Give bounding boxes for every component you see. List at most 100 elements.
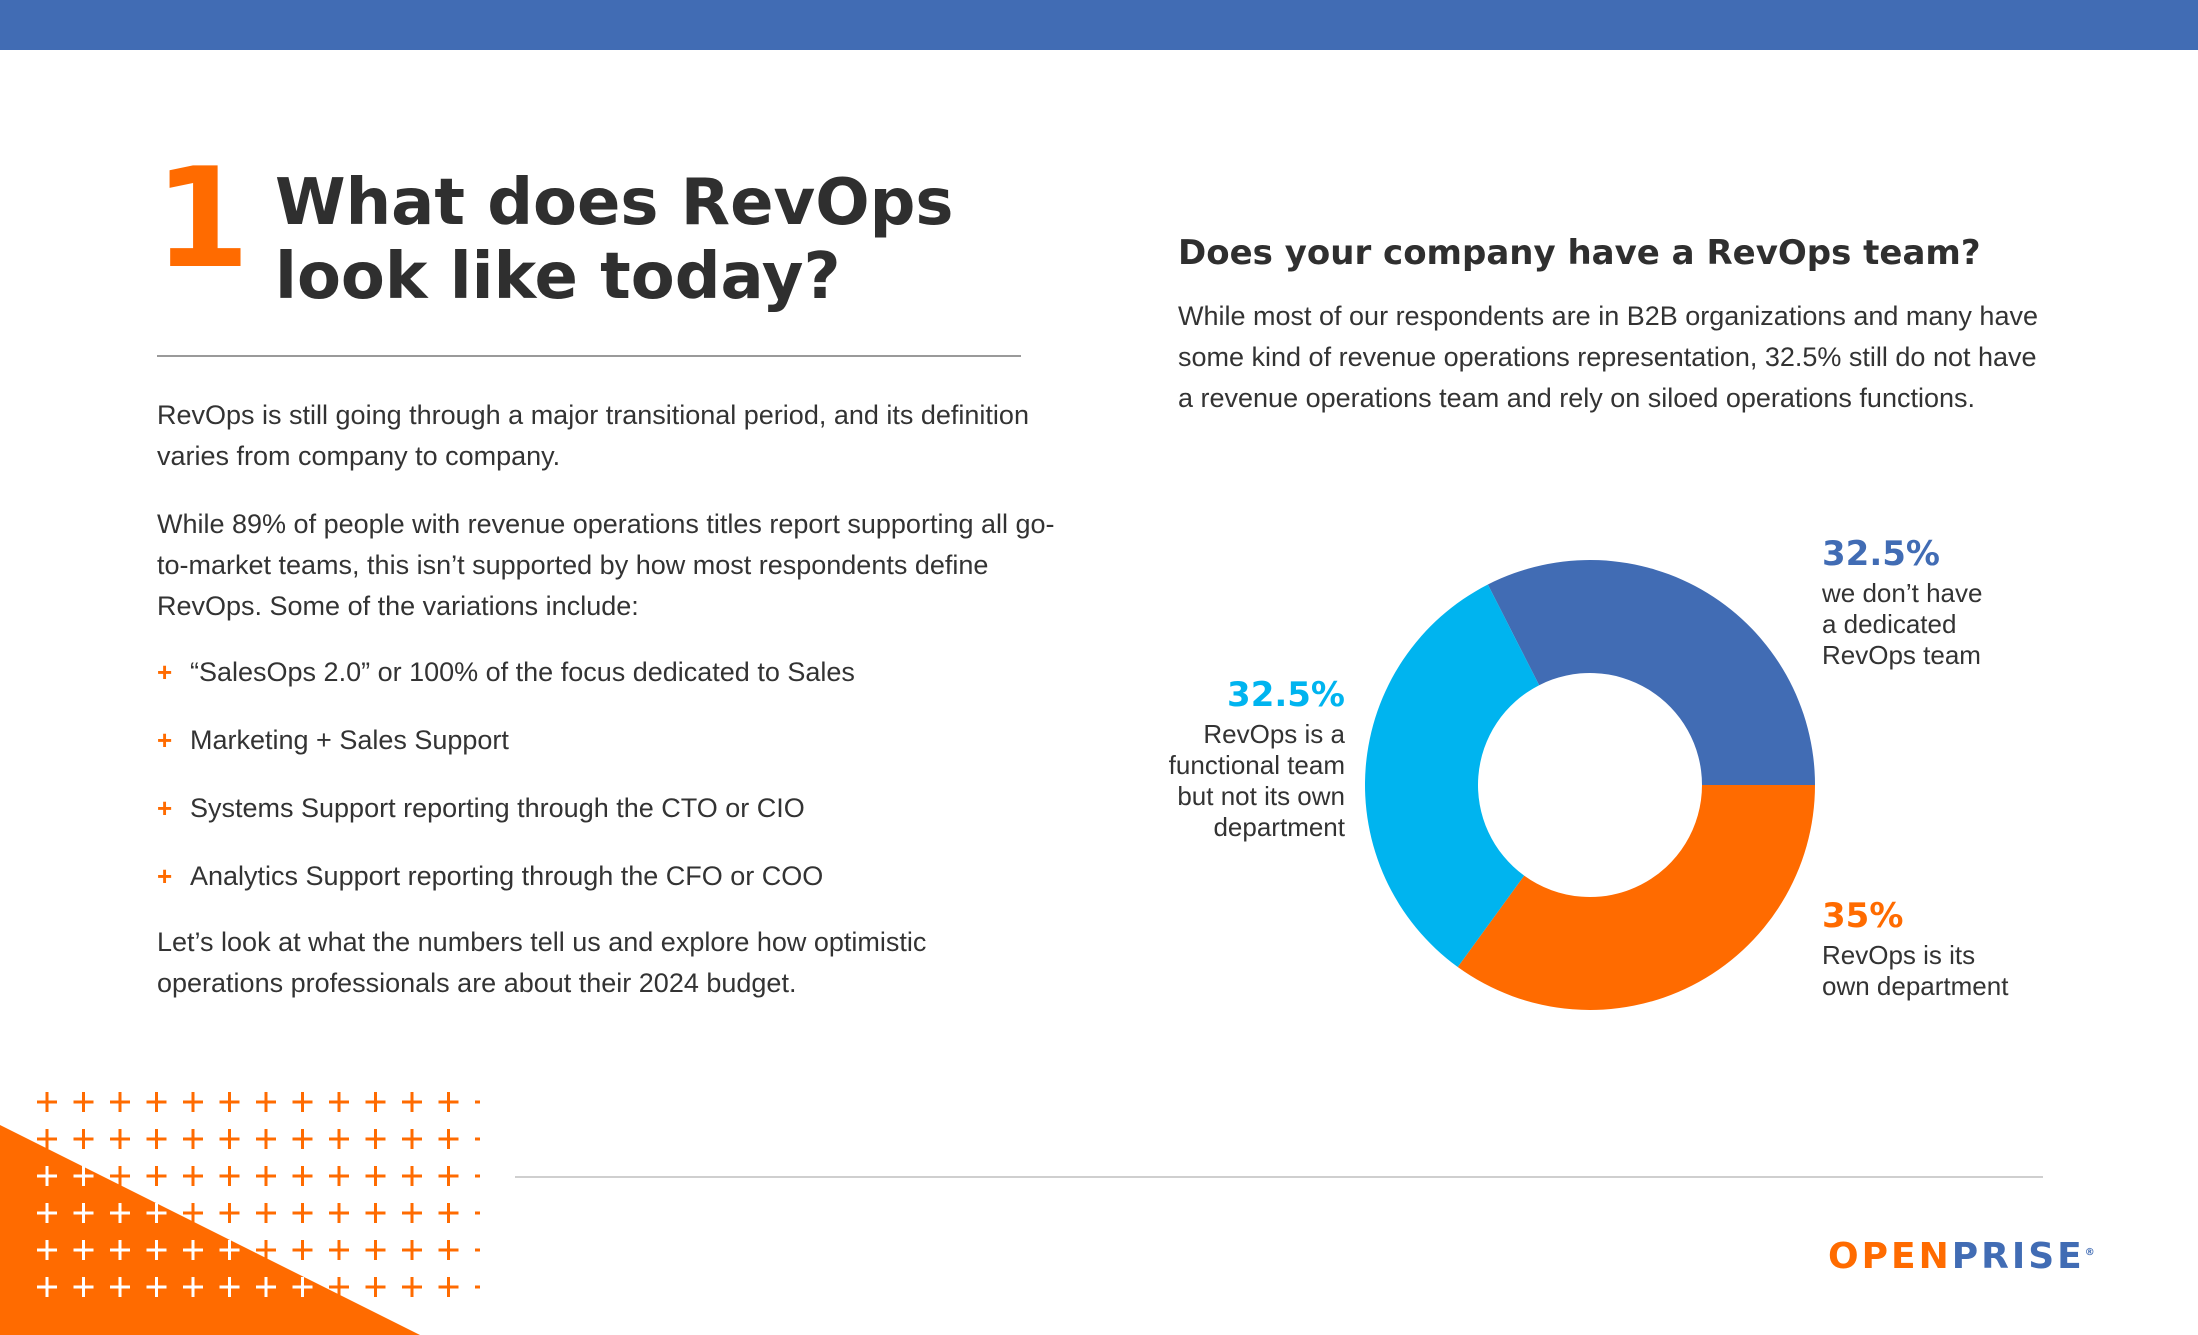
plus-icon bbox=[110, 1203, 130, 1223]
logo-text-open: OPEN bbox=[1828, 1236, 1952, 1277]
donut-slice-no-team bbox=[1487, 560, 1815, 785]
chart-title: Does your company have a RevOps team? bbox=[1178, 233, 1981, 273]
slice-description-line: own department bbox=[1822, 971, 2009, 1001]
page-title-line-2: look like today? bbox=[275, 240, 841, 314]
plus-icon: + bbox=[157, 657, 173, 687]
heading-divider bbox=[157, 355, 1021, 357]
plus-icon bbox=[292, 1166, 313, 1186]
plus-icon bbox=[183, 1203, 203, 1223]
list-item-text: “SalesOps 2.0” or 100% of the focus dedi… bbox=[190, 657, 855, 687]
plus-icon bbox=[475, 1285, 480, 1289]
plus-icon bbox=[438, 1277, 459, 1297]
plus-icon bbox=[256, 1092, 276, 1112]
plus-icon bbox=[110, 1129, 130, 1149]
plus-icon bbox=[329, 1277, 349, 1297]
plus-icon bbox=[110, 1092, 130, 1112]
plus-icon bbox=[73, 1203, 94, 1223]
plus-icon bbox=[146, 1203, 167, 1223]
slice-description: we don’t have a dedicated RevOps team bbox=[1822, 578, 2062, 671]
slice-description-line: RevOps is a bbox=[1203, 719, 1345, 749]
plus-icon bbox=[219, 1166, 240, 1186]
plus-icon bbox=[37, 1166, 57, 1186]
plus-icon bbox=[73, 1277, 94, 1297]
plus-icon bbox=[292, 1092, 313, 1112]
plus-icon bbox=[146, 1277, 167, 1297]
plus-icon: + bbox=[157, 725, 173, 755]
plus-icon bbox=[329, 1203, 349, 1223]
plus-icon bbox=[438, 1166, 459, 1186]
slice-percent: 32.5% bbox=[1227, 675, 1345, 715]
donut-slice-own-department bbox=[1457, 785, 1815, 1010]
plus-icon bbox=[402, 1277, 422, 1297]
list-item: + Marketing + Sales Support bbox=[157, 720, 1057, 788]
plus-icon bbox=[402, 1166, 422, 1186]
list-item-text: Marketing + Sales Support bbox=[190, 725, 509, 755]
slice-percent: 35% bbox=[1822, 896, 1904, 936]
plus-icon bbox=[365, 1240, 386, 1260]
plus-icon bbox=[183, 1240, 203, 1260]
logo-text-prise: PRISE bbox=[1951, 1236, 2085, 1277]
orange-triangle-shape bbox=[0, 1125, 420, 1335]
page-title-line-1: What does RevOps bbox=[275, 166, 954, 240]
page-title: What does RevOps look like today? bbox=[275, 166, 1035, 314]
plus-icon: + bbox=[157, 793, 173, 823]
plus-icon bbox=[37, 1092, 57, 1112]
plus-icon bbox=[402, 1129, 422, 1149]
list-item-text: Analytics Support reporting through the … bbox=[190, 861, 824, 891]
plus-icon bbox=[256, 1166, 276, 1186]
registered-mark: ® bbox=[2084, 1247, 2095, 1258]
plus-icon bbox=[110, 1166, 130, 1186]
plus-icon bbox=[219, 1240, 240, 1260]
intro-paragraph-1: RevOps is still going through a major tr… bbox=[157, 400, 1029, 471]
plus-icon bbox=[73, 1166, 94, 1186]
slice-label-own-department: 35% RevOps is its own department bbox=[1822, 896, 2082, 1002]
plus-icon bbox=[292, 1277, 313, 1297]
slice-description-line: RevOps is its bbox=[1822, 940, 1976, 970]
plus-icon bbox=[402, 1203, 422, 1223]
section-number: 1 bbox=[154, 138, 251, 299]
plus-icon bbox=[292, 1240, 313, 1260]
plus-icon bbox=[73, 1129, 94, 1149]
top-color-band bbox=[0, 0, 2198, 50]
plus-icon bbox=[256, 1277, 276, 1297]
plus-icon bbox=[438, 1203, 459, 1223]
plus-icon bbox=[402, 1092, 422, 1112]
plus-pattern-decoration bbox=[0, 1092, 480, 1335]
list-item: + “SalesOps 2.0” or 100% of the focus ded… bbox=[157, 652, 1057, 720]
plus-icon bbox=[365, 1203, 386, 1223]
plus-icon bbox=[37, 1129, 57, 1149]
plus-icon bbox=[365, 1092, 386, 1112]
plus-icon bbox=[365, 1166, 386, 1186]
plus-icon bbox=[256, 1129, 276, 1149]
donut-slice-functional-team bbox=[1365, 584, 1540, 968]
intro-paragraph-3: Let’s look at what the numbers tell us a… bbox=[157, 927, 927, 998]
plus-icon bbox=[146, 1129, 167, 1149]
plus-icon bbox=[475, 1137, 480, 1141]
slice-description: RevOps is a functional team but not its … bbox=[1090, 719, 1345, 843]
plus-icon bbox=[402, 1240, 422, 1260]
plus-icon bbox=[475, 1100, 480, 1104]
intro-paragraph-2: While 89% of people with revenue operati… bbox=[157, 509, 1055, 621]
plus-icon bbox=[37, 1240, 57, 1260]
plus-icon bbox=[329, 1240, 349, 1260]
plus-icon bbox=[256, 1240, 276, 1260]
plus-icon bbox=[73, 1240, 94, 1260]
plus-icon bbox=[329, 1129, 349, 1149]
list-item: + Systems Support reporting through the C… bbox=[157, 788, 1057, 856]
plus-icon bbox=[183, 1277, 203, 1297]
plus-icon bbox=[475, 1211, 480, 1215]
slice-label-no-team: 32.5% we don’t have a dedicated RevOps t… bbox=[1822, 534, 2062, 671]
plus-icon bbox=[219, 1092, 240, 1112]
slice-description: RevOps is its own department bbox=[1822, 940, 2082, 1002]
slice-description-line: functional team bbox=[1168, 750, 1345, 780]
plus-icon bbox=[438, 1129, 459, 1149]
list-item: + Analytics Support reporting through the… bbox=[157, 856, 1057, 924]
plus-icon bbox=[37, 1203, 57, 1223]
plus-icon bbox=[438, 1240, 459, 1260]
slice-description-line: RevOps team bbox=[1822, 640, 1981, 670]
plus-icon bbox=[475, 1248, 480, 1252]
openprise-logo: OPENPRISE® bbox=[1828, 1236, 2095, 1277]
plus-icon bbox=[146, 1092, 167, 1112]
plus-icon bbox=[292, 1203, 313, 1223]
plus-icon bbox=[475, 1174, 480, 1178]
